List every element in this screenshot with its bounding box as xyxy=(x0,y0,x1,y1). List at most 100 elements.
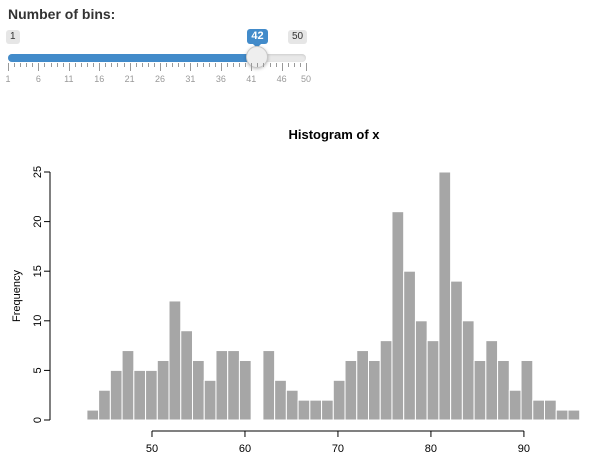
histogram-bar xyxy=(543,399,557,421)
slider-major-tick xyxy=(8,63,9,71)
slider-minor-tick xyxy=(263,63,265,67)
slider-minor-tick xyxy=(269,63,271,67)
slider-major-tick xyxy=(99,63,101,71)
slider-minor-tick xyxy=(239,63,241,67)
slider-track[interactable] xyxy=(8,54,306,62)
slider-major-tick xyxy=(281,63,283,71)
bins-slider[interactable]: 1 50 42 1 6 11 16 21 26 31 36 41 46 50 xyxy=(0,26,320,90)
x-tick-label: 60 xyxy=(239,443,251,455)
y-tick-label: 0 xyxy=(32,417,44,423)
histogram-bar xyxy=(238,359,252,421)
slider-minor-tick xyxy=(123,63,125,67)
histogram-bar xyxy=(450,280,463,421)
slider-minor-tick xyxy=(141,63,143,67)
slider-minor-tick xyxy=(257,63,259,67)
slider-minor-tick xyxy=(74,63,76,67)
histogram-bar xyxy=(508,389,522,421)
histogram-bar xyxy=(391,211,405,421)
slider-minor-tick xyxy=(202,63,204,67)
histogram-bar xyxy=(414,320,428,421)
slider-tick-label: 11 xyxy=(64,74,74,84)
histogram-bar xyxy=(497,359,510,421)
x-tick-label: 80 xyxy=(425,443,437,455)
slider-major-tick xyxy=(306,63,307,71)
slider-tick-label: 50 xyxy=(300,74,312,84)
histogram-bar xyxy=(168,300,182,421)
slider-minor-tick xyxy=(208,63,210,67)
slider-minor-tick xyxy=(44,63,46,67)
histogram-bar xyxy=(520,359,534,421)
slider-minor-tick xyxy=(299,63,301,67)
histogram-bar xyxy=(121,350,135,421)
x-tick-label: 90 xyxy=(518,443,530,455)
slider-tick-label: 6 xyxy=(35,74,41,84)
y-tick-label: 10 xyxy=(32,315,44,327)
slider-minor-tick xyxy=(226,63,228,67)
slider-minor-tick xyxy=(184,63,186,67)
slider-major-tick xyxy=(38,63,40,71)
slider-minor-tick xyxy=(293,63,295,67)
y-tick-label: 5 xyxy=(32,367,44,373)
slider-tick-label: 31 xyxy=(185,74,196,84)
slider-tick-label: 21 xyxy=(124,74,135,84)
histogram-bar xyxy=(356,350,369,421)
histogram-bar xyxy=(426,340,440,421)
slider-minor-tick xyxy=(80,63,82,67)
histogram-bar xyxy=(215,350,229,421)
histogram-bar xyxy=(532,399,545,421)
histogram-bar xyxy=(274,379,287,421)
histogram-bar xyxy=(98,389,111,421)
histogram-bar xyxy=(86,409,100,421)
histogram-bar xyxy=(309,399,323,421)
slider-minor-tick xyxy=(178,63,180,67)
histogram-bar xyxy=(461,320,475,421)
histogram-bar xyxy=(262,350,276,421)
slider-track-fill xyxy=(8,54,258,62)
slider-tick-label: 16 xyxy=(94,74,105,84)
y-tick-label: 15 xyxy=(32,265,44,277)
slider-minor-tick xyxy=(135,63,137,67)
slider-minor-tick xyxy=(111,63,113,67)
slider-major-tick xyxy=(160,63,162,71)
slider-minor-tick xyxy=(287,63,289,67)
histogram-bar xyxy=(485,340,499,421)
slider-minor-tick xyxy=(93,63,95,67)
histogram-bar xyxy=(227,350,240,421)
slider-major-tick xyxy=(190,63,192,71)
histogram-bar xyxy=(367,359,381,421)
slider-major-tick xyxy=(129,63,131,71)
histogram-bar xyxy=(332,379,346,421)
slider-minor-tick xyxy=(147,63,149,67)
histogram-bar xyxy=(145,369,158,421)
histogram-bar xyxy=(379,340,393,421)
y-tick-label: 25 xyxy=(32,166,44,178)
slider-minor-tick xyxy=(87,63,89,67)
histogram-bar xyxy=(567,409,581,421)
histogram-bar xyxy=(133,369,147,421)
slider-minor-tick xyxy=(62,63,64,67)
x-tick-label: 70 xyxy=(332,443,344,455)
slider-min-badge: 1 xyxy=(6,30,20,44)
slider-label: Number of bins: xyxy=(8,6,116,22)
slider-major-tick xyxy=(68,63,70,71)
histogram-bars xyxy=(86,171,581,421)
slider-minor-tick xyxy=(245,63,247,67)
slider-major-tick xyxy=(251,63,253,71)
slider-minor-tick xyxy=(214,63,216,67)
y-tick-label: 20 xyxy=(32,215,44,227)
slider-handle[interactable] xyxy=(246,46,269,68)
slider-minor-tick xyxy=(105,63,107,67)
slider-tick-label: 41 xyxy=(246,74,257,84)
slider-minor-tick xyxy=(32,63,34,67)
histogram-bar xyxy=(321,399,334,421)
histogram-bar xyxy=(180,330,193,421)
histogram-bar xyxy=(156,359,170,421)
x-tick-label: 50 xyxy=(146,443,158,455)
histogram-bar xyxy=(297,399,311,421)
histogram-bar xyxy=(473,359,487,421)
y-axis: 0 5 10 15 20 25 xyxy=(32,166,51,423)
histogram-bar xyxy=(344,359,358,421)
histogram-bar xyxy=(285,389,299,421)
slider-minor-tick xyxy=(117,63,119,67)
histogram-bar xyxy=(403,270,416,421)
